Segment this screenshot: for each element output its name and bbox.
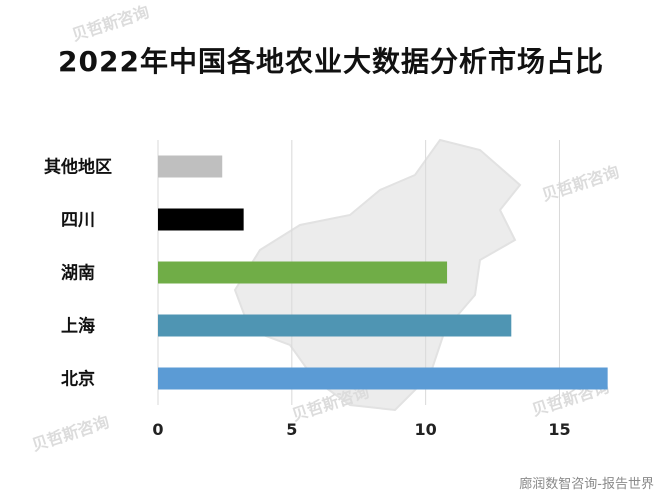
source-credit: 廊润数智咨询-报告世界: [519, 477, 654, 492]
bar-4: [158, 155, 223, 178]
y-category-label: 湖南: [61, 263, 95, 284]
y-category-label: 四川: [61, 211, 95, 231]
y-category-label: 上海: [61, 316, 95, 337]
x-tick-label: 15: [548, 420, 570, 439]
bar-2: [158, 261, 448, 284]
y-category-label: 其他地区: [44, 157, 112, 178]
bar-0: [158, 367, 608, 390]
x-tick-label: 0: [152, 420, 163, 439]
x-tick-label: 5: [286, 420, 297, 439]
chart-title: 2022年中国各地农业大数据分析市场占比: [58, 45, 604, 78]
y-category-label: 北京: [61, 369, 95, 390]
x-tick-label: 10: [415, 420, 437, 439]
bar-3: [158, 208, 244, 231]
bar-1: [158, 314, 512, 337]
